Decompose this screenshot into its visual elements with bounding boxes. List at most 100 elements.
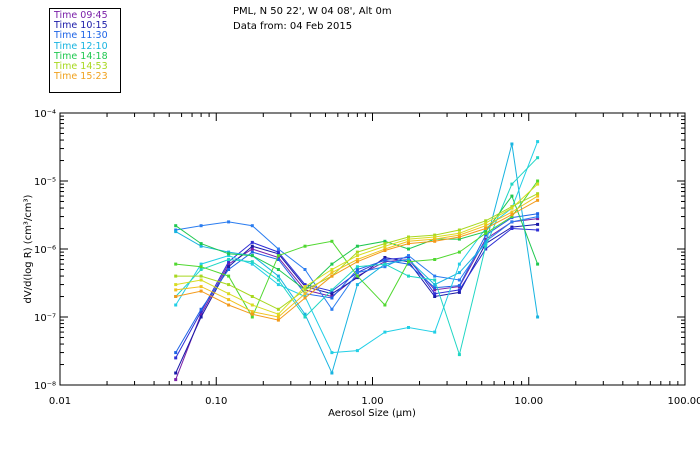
data-point — [457, 262, 461, 266]
data-point — [330, 271, 334, 275]
data-point — [199, 312, 203, 316]
data-point — [457, 235, 461, 239]
data-point — [484, 221, 488, 225]
x-tick-label: 10.00 — [514, 396, 543, 407]
data-point — [407, 326, 410, 329]
data-point — [199, 278, 203, 282]
data-point — [484, 224, 488, 228]
data-point — [276, 250, 280, 254]
data-point — [484, 247, 488, 251]
data-point — [407, 262, 410, 266]
data-point — [457, 233, 461, 237]
legend: Time 09:45 Time 10:15 Time 11:30 Time 12… — [49, 8, 121, 93]
data-point — [457, 278, 461, 282]
data-point — [174, 228, 178, 232]
series-group — [174, 182, 540, 316]
data-point — [174, 288, 178, 292]
data-point — [383, 249, 387, 252]
data-point — [174, 351, 178, 355]
data-point — [484, 219, 488, 223]
data-point — [250, 224, 254, 228]
data-point — [276, 312, 280, 316]
data-point — [250, 315, 254, 319]
series-group — [174, 215, 540, 311]
data-point — [174, 230, 178, 234]
data-point — [227, 250, 231, 254]
data-point — [536, 262, 540, 266]
data-point — [383, 258, 387, 262]
data-point — [276, 258, 280, 261]
data-point — [355, 265, 359, 269]
data-point — [227, 274, 231, 278]
x-tick-label: 0.01 — [49, 396, 71, 407]
data-point — [536, 215, 540, 219]
data-point — [227, 283, 231, 287]
data-point — [250, 247, 254, 251]
data-point — [433, 330, 437, 334]
data-point — [355, 250, 359, 254]
data-point — [199, 274, 203, 278]
data-point — [433, 292, 437, 296]
data-point — [250, 303, 254, 307]
data-point — [510, 227, 514, 230]
data-point — [457, 237, 461, 241]
data-point — [276, 278, 280, 282]
data-point — [457, 288, 461, 292]
data-point — [227, 292, 231, 296]
data-point — [227, 260, 231, 264]
data-point — [536, 179, 540, 183]
data-point — [227, 258, 231, 261]
data-point — [227, 268, 231, 271]
data-point — [330, 262, 334, 266]
data-point — [174, 283, 178, 287]
data-point — [355, 283, 359, 287]
data-point — [250, 254, 254, 258]
data-point — [407, 254, 410, 258]
data-point — [536, 222, 540, 226]
data-point — [536, 140, 540, 144]
data-point — [457, 228, 461, 232]
data-point — [510, 194, 514, 198]
data-point — [330, 274, 334, 278]
data-point — [250, 295, 254, 298]
data-point — [457, 353, 461, 357]
data-point — [433, 237, 437, 241]
data-point — [383, 244, 387, 248]
data-point — [407, 256, 410, 259]
data-point — [433, 233, 437, 237]
data-point — [383, 242, 387, 246]
location-line: PML, N 50 22', W 04 08', Alt 0m — [233, 6, 392, 17]
legend-entry: Time 12:10 — [54, 40, 108, 52]
data-point — [174, 378, 178, 382]
data-point — [407, 235, 410, 239]
data-point — [510, 213, 514, 217]
data-point — [407, 242, 410, 246]
data-point — [174, 262, 178, 266]
data-point — [276, 307, 280, 311]
data-point — [536, 315, 540, 319]
data-point — [227, 262, 231, 266]
data-point — [536, 182, 540, 186]
data-point — [330, 351, 334, 355]
data-point — [407, 260, 410, 264]
data-point — [433, 283, 437, 287]
data-point — [303, 296, 307, 300]
data-point — [199, 265, 203, 269]
data-point — [174, 303, 178, 307]
x-tick-label: 100.00 — [668, 396, 700, 407]
data-point — [407, 239, 410, 243]
legend-entry: Time 09:45 — [54, 10, 108, 21]
data-point — [383, 265, 387, 269]
plot-frame — [59, 112, 686, 386]
x-tick-label: 0.10 — [205, 396, 227, 407]
data-point — [383, 303, 387, 307]
data-point — [355, 244, 359, 248]
legend-entry: Time 15:23 — [54, 71, 108, 83]
data-point — [484, 242, 488, 246]
data-point — [330, 239, 334, 243]
data-point — [250, 240, 254, 244]
data-point — [433, 288, 437, 292]
data-point — [303, 285, 307, 289]
data-point — [355, 271, 359, 275]
data-point — [174, 371, 178, 375]
